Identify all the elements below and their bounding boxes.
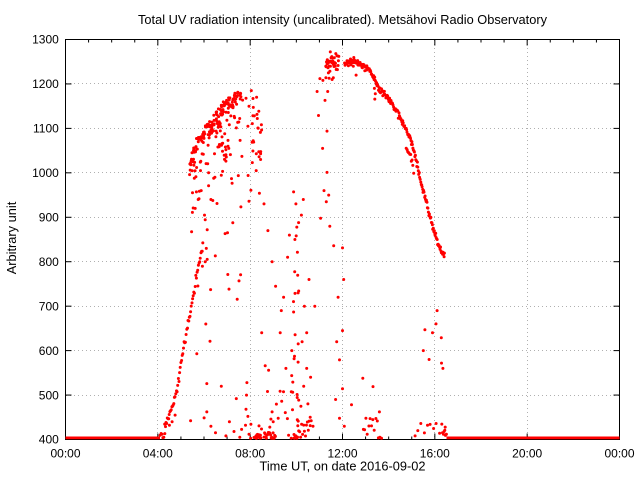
svg-text:04:00: 04:00 [143, 446, 173, 460]
svg-text:08:00: 08:00 [235, 446, 265, 460]
svg-text:700: 700 [39, 299, 59, 313]
svg-text:Arbitrary unit: Arbitrary unit [4, 201, 19, 274]
svg-text:400: 400 [39, 433, 59, 447]
svg-text:00:00: 00:00 [604, 446, 634, 460]
svg-text:500: 500 [39, 388, 59, 402]
svg-text:1100: 1100 [33, 122, 59, 136]
svg-text:16:00: 16:00 [420, 446, 450, 460]
svg-text:20:00: 20:00 [512, 446, 542, 460]
svg-text:Time UT, on date 2016-09-02: Time UT, on date 2016-09-02 [260, 459, 426, 474]
svg-text:800: 800 [39, 255, 59, 269]
svg-text:900: 900 [39, 211, 59, 225]
svg-text:1000: 1000 [32, 166, 59, 180]
svg-text:1200: 1200 [32, 77, 59, 91]
svg-text:12:00: 12:00 [327, 446, 357, 460]
svg-text:1300: 1300 [32, 33, 59, 47]
svg-text:00:00: 00:00 [50, 446, 80, 460]
svg-text:600: 600 [39, 344, 59, 358]
svg-text:Total UV radiation intensity (: Total UV radiation intensity (uncalibrat… [138, 12, 548, 27]
